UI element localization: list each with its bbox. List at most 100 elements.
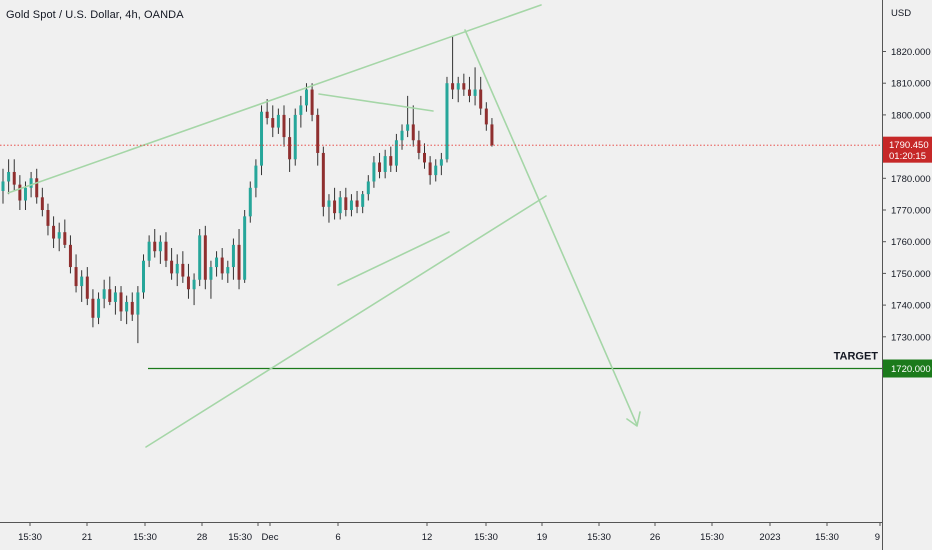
candle-body bbox=[215, 257, 219, 268]
price-tick-label: 1780.000 bbox=[891, 174, 931, 185]
candle-body bbox=[175, 263, 179, 274]
candle-body bbox=[46, 210, 50, 226]
price-tick-label: 1800.000 bbox=[891, 110, 931, 121]
time-tick-label: 15:30 bbox=[815, 532, 839, 543]
time-tick-label: 12 bbox=[422, 532, 433, 543]
time-tick-label: 15:30 bbox=[228, 532, 252, 543]
candle-body bbox=[327, 200, 331, 207]
candle-body bbox=[479, 89, 483, 109]
time-tick-label: 6 bbox=[335, 532, 340, 543]
time-tick-label: 15:30 bbox=[700, 532, 724, 543]
candle-body bbox=[355, 200, 359, 207]
time-tick-label: 15:30 bbox=[18, 532, 42, 543]
time-axis-panel bbox=[0, 522, 882, 550]
price-tick-label: 1820.000 bbox=[891, 47, 931, 58]
candle-body bbox=[271, 118, 275, 128]
candle-body bbox=[288, 137, 292, 160]
time-tick-label: 2023 bbox=[759, 532, 780, 543]
candle-body bbox=[35, 178, 39, 198]
candle-body bbox=[181, 263, 185, 277]
candle-body bbox=[417, 140, 421, 153]
candle-body bbox=[248, 187, 252, 217]
time-tick-label: 26 bbox=[650, 532, 661, 543]
time-tick-label: 19 bbox=[537, 532, 548, 543]
candle-body bbox=[164, 241, 168, 261]
candle-body bbox=[254, 165, 258, 188]
candle-body bbox=[237, 244, 241, 280]
candle-body bbox=[209, 267, 213, 280]
candle-body bbox=[445, 83, 449, 160]
candle-body bbox=[12, 171, 16, 185]
candle-body bbox=[260, 111, 264, 166]
candle-body bbox=[293, 114, 297, 160]
candle-body bbox=[119, 292, 123, 312]
candle-body bbox=[434, 165, 438, 176]
candle-body bbox=[411, 124, 415, 141]
projection-arrowhead bbox=[626, 411, 641, 427]
candle-body bbox=[243, 216, 247, 280]
price-tag-value: 1790.450 bbox=[889, 140, 929, 151]
candle-body bbox=[85, 276, 89, 299]
price-tick-label: 1810.000 bbox=[891, 79, 931, 90]
candle-body bbox=[142, 260, 145, 293]
candle-body bbox=[439, 159, 443, 166]
candle-body bbox=[310, 89, 314, 115]
candle-body bbox=[304, 89, 308, 106]
price-tick-label: 1750.000 bbox=[891, 269, 931, 280]
target-price-tag-value: 1720.000 bbox=[891, 364, 931, 375]
candle-body bbox=[473, 89, 477, 96]
candle-body bbox=[490, 124, 494, 146]
candle-body bbox=[1, 181, 5, 191]
target-label: TARGET bbox=[834, 351, 879, 363]
candle-body bbox=[125, 301, 129, 312]
candle-body bbox=[456, 83, 460, 90]
candle-body bbox=[108, 289, 112, 302]
candle-body bbox=[220, 257, 224, 274]
candle-body bbox=[198, 235, 202, 280]
candle-body bbox=[52, 225, 56, 239]
candle-body bbox=[321, 152, 325, 207]
candle-body bbox=[7, 171, 11, 182]
candle-body bbox=[147, 241, 151, 261]
lower-channel-line bbox=[145, 195, 547, 448]
price-axis-panel bbox=[882, 0, 932, 550]
candle-body bbox=[158, 241, 162, 252]
candle-body bbox=[153, 241, 157, 252]
candle-body bbox=[97, 298, 101, 318]
time-tick-label: 15:30 bbox=[474, 532, 498, 543]
candle-body bbox=[361, 194, 365, 207]
candle-body bbox=[74, 267, 78, 287]
pennant-upper-line bbox=[318, 93, 434, 112]
time-tick-label: 15:30 bbox=[133, 532, 157, 543]
candle-body bbox=[423, 152, 426, 163]
currency-label: USD bbox=[891, 8, 911, 19]
price-tick-label: 1740.000 bbox=[891, 301, 931, 312]
candle-body bbox=[102, 289, 106, 299]
candle-body bbox=[484, 108, 488, 125]
time-tick-label: 28 bbox=[197, 532, 208, 543]
trendlines bbox=[7, 4, 641, 448]
candle-body bbox=[372, 162, 376, 182]
candle-body bbox=[378, 162, 382, 172]
candle-body bbox=[276, 114, 280, 128]
candle-body bbox=[265, 111, 269, 119]
candle-body bbox=[80, 276, 84, 287]
candle-body bbox=[299, 105, 303, 115]
candle-body bbox=[394, 140, 398, 166]
candle-body bbox=[316, 114, 320, 153]
candle-body bbox=[282, 114, 286, 138]
candle-body bbox=[406, 124, 410, 131]
price-tag-countdown: 01:20:15 bbox=[889, 151, 926, 162]
time-tick-label: 9 bbox=[875, 532, 880, 543]
candles bbox=[1, 35, 494, 344]
chart-title: Gold Spot / U.S. Dollar, 4h, OANDA bbox=[6, 9, 184, 21]
candle-body bbox=[231, 244, 235, 268]
candle-body bbox=[18, 184, 22, 201]
candle-body bbox=[136, 292, 140, 315]
candle-body bbox=[186, 276, 190, 290]
candle-body bbox=[366, 181, 370, 195]
candle-body bbox=[40, 197, 44, 210]
